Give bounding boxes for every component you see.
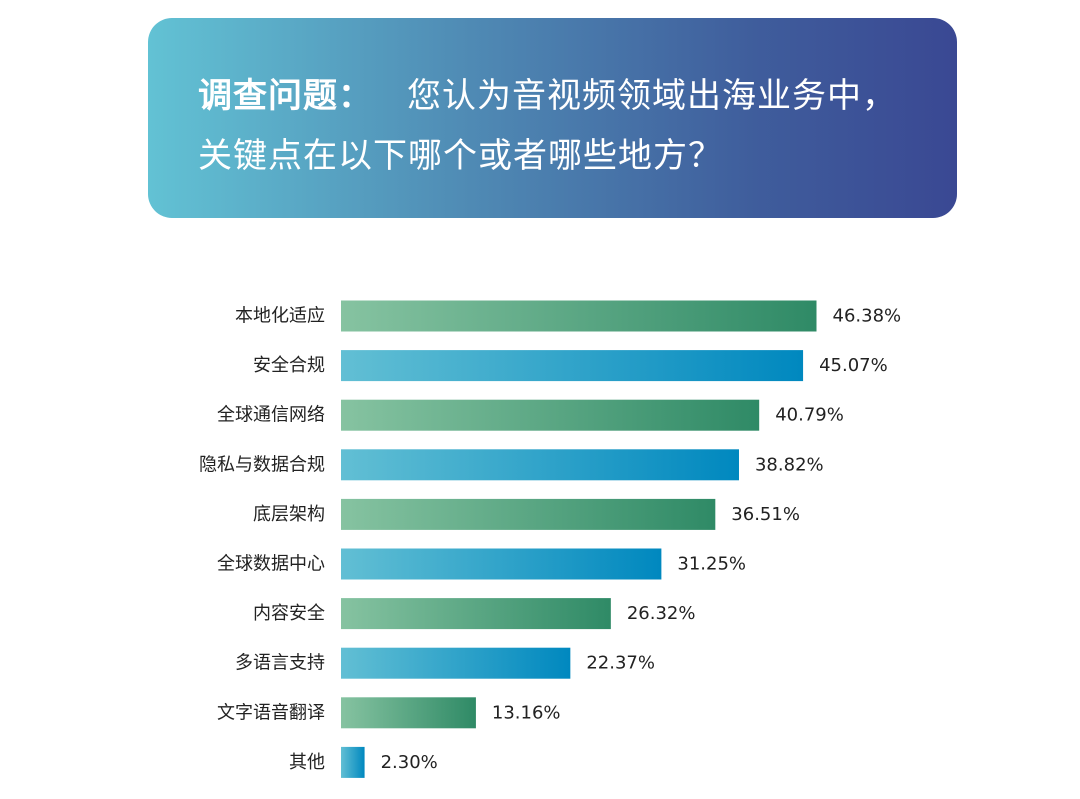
bar-row: 其他 2.30%	[289, 746, 438, 778]
category-label: 文字语音翻译	[217, 702, 325, 723]
bar	[341, 647, 571, 679]
value-label: 26.32%	[627, 603, 696, 624]
question-line-2: 关键点在以下哪个或者哪些地方？	[198, 126, 917, 186]
category-label: 全球数据中心	[217, 554, 325, 575]
question-label: 调查问题：	[198, 76, 373, 116]
value-label: 45.07%	[819, 355, 888, 376]
bar	[341, 449, 739, 481]
bar	[341, 746, 365, 778]
category-label: 多语言支持	[235, 653, 325, 674]
value-label: 31.25%	[677, 554, 746, 575]
question-text-2: 关键点在以下哪个或者哪些地方？	[198, 136, 723, 176]
bar	[341, 399, 760, 431]
bar-row: 隐私与数据合规 38.82%	[199, 449, 824, 481]
value-label: 13.16%	[492, 702, 561, 723]
value-label: 2.30%	[381, 752, 438, 773]
bar	[341, 498, 716, 530]
category-label: 安全合规	[253, 355, 325, 376]
bar	[341, 548, 662, 580]
bar	[341, 350, 804, 382]
bar-row: 底层架构 36.51%	[253, 498, 800, 530]
category-label: 其他	[289, 752, 325, 773]
question-line-1: 调查问题： 您认为音视频领域出海业务中，	[198, 66, 917, 126]
bar-row: 文字语音翻译 13.16%	[217, 697, 561, 729]
bar-row: 安全合规 45.07%	[253, 350, 888, 382]
category-label: 全球通信网络	[217, 405, 325, 426]
bar	[341, 300, 817, 332]
value-label: 36.51%	[731, 504, 800, 525]
bar-row: 本地化适应 46.38%	[235, 300, 902, 332]
bar-row: 多语言支持 22.37%	[235, 647, 655, 679]
bar-row: 内容安全 26.32%	[253, 598, 696, 630]
bar	[341, 697, 476, 729]
category-label: 底层架构	[253, 504, 325, 525]
bar-row: 全球数据中心 31.25%	[217, 548, 746, 580]
question-text-1: 您认为音视频领域出海业务中，	[407, 76, 897, 116]
value-label: 40.79%	[775, 405, 844, 426]
value-label: 46.38%	[833, 306, 902, 327]
category-label: 隐私与数据合规	[199, 454, 325, 475]
bar-row: 全球通信网络 40.79%	[217, 399, 844, 431]
category-label: 内容安全	[253, 603, 325, 624]
question-banner: 调查问题： 您认为音视频领域出海业务中， 关键点在以下哪个或者哪些地方？	[148, 18, 957, 218]
category-label: 本地化适应	[235, 306, 325, 327]
bar	[341, 598, 611, 630]
value-label: 38.82%	[755, 454, 824, 475]
value-label: 22.37%	[586, 653, 655, 674]
